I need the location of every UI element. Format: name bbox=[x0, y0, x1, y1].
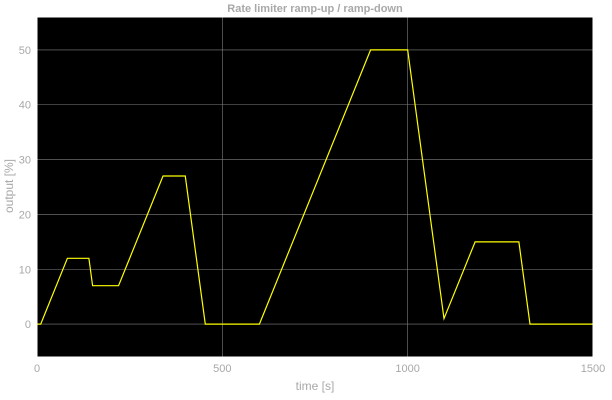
y-tick-label: 30 bbox=[19, 155, 31, 167]
y-axis-label: output [%] bbox=[2, 159, 16, 213]
tick-labels: 0 500 1000 1500 0 10 20 30 40 50 bbox=[19, 45, 605, 375]
y-tick-label: 50 bbox=[19, 45, 31, 57]
plot-frame bbox=[36, 16, 594, 358]
series-line bbox=[37, 49, 593, 325]
y-tick-label: 40 bbox=[19, 100, 31, 112]
x-tick-label: 1000 bbox=[395, 363, 419, 375]
grid bbox=[36, 17, 594, 357]
y-tick-label: 20 bbox=[19, 209, 31, 221]
chart-title: Rate limiter ramp-up / ramp-down bbox=[227, 3, 403, 15]
y-tick-label: 0 bbox=[25, 319, 31, 331]
x-tick-label: 500 bbox=[213, 363, 231, 375]
x-tick-label: 0 bbox=[34, 363, 40, 375]
y-tick-label: 10 bbox=[19, 264, 31, 276]
x-tick-label: 1500 bbox=[581, 363, 605, 375]
x-axis-label: time [s] bbox=[296, 379, 335, 393]
